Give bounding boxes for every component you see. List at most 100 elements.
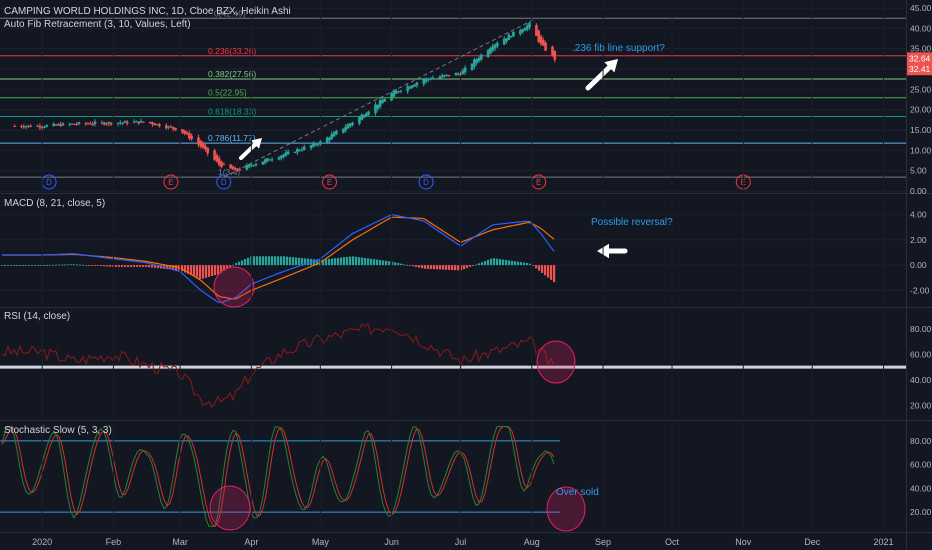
- main-ytick-label: 20.00: [910, 105, 932, 115]
- macd-highlight-circle: [213, 266, 255, 308]
- candle-body: [56, 124, 60, 126]
- macd-hist-bar: [55, 264, 58, 266]
- candle-body: [187, 133, 191, 139]
- rsi-ytick-label: 60.00: [910, 349, 932, 359]
- stoch-oversold-annotation: Over sold: [556, 487, 599, 498]
- macd-ytick-label: -2.00: [910, 285, 930, 295]
- candle-body: [181, 129, 184, 133]
- macd-hist-bar: [229, 265, 232, 267]
- candle-body: [91, 123, 95, 125]
- macd-hist-bar: [298, 257, 301, 266]
- candle-body: [408, 86, 412, 89]
- macd-hist-bar: [535, 265, 538, 269]
- macd-hist-bar: [532, 265, 535, 267]
- macd-hist-bar: [373, 259, 376, 266]
- macd-hist-bar: [427, 265, 430, 269]
- macd-hist-bar: [262, 256, 265, 266]
- macd-hist-bar: [82, 264, 85, 266]
- rsi-line: [1, 322, 555, 409]
- macd-hist-bar: [157, 265, 160, 269]
- candle-body: [206, 147, 209, 154]
- candle-body: [348, 123, 352, 127]
- candle-body: [523, 28, 527, 31]
- macd-hist-bar: [328, 258, 331, 266]
- fib-level-label: 0.5(22.95): [208, 88, 247, 98]
- macd-hist-bar: [7, 265, 10, 266]
- candles-group: [13, 22, 557, 173]
- macd-hist-bar: [184, 265, 187, 273]
- candle-body: [220, 161, 223, 167]
- candle-body: [397, 91, 400, 93]
- fib-support-annotation: .236 fib line support?: [572, 43, 665, 54]
- macd-hist-bar: [481, 262, 484, 266]
- candle-body: [535, 25, 538, 36]
- macd-hist-bar: [46, 264, 49, 266]
- candle-body: [217, 158, 221, 165]
- candle-body: [45, 125, 49, 127]
- macd-hist-bar: [517, 261, 520, 266]
- x-tick-label: Feb: [106, 537, 122, 547]
- macd-hist-bar: [346, 256, 349, 266]
- macd-hist-bar: [445, 265, 448, 270]
- rsi-title[interactable]: RSI (14, close): [4, 311, 71, 322]
- macd-hist-bar: [67, 264, 70, 266]
- macd-hist-bar: [133, 265, 136, 267]
- candle-body: [229, 164, 232, 169]
- macd-hist-bar: [304, 258, 307, 266]
- candle-body: [316, 144, 320, 146]
- macd-hist-bar: [505, 259, 508, 266]
- macd-hist-bar: [139, 265, 142, 267]
- candle-body: [109, 122, 113, 125]
- candle-body: [238, 169, 242, 171]
- candle-body: [158, 124, 161, 127]
- macd-hist-bar: [244, 259, 247, 266]
- candle-body: [183, 130, 187, 134]
- macd-hist-bar: [409, 265, 412, 266]
- stoch-d-line: [1, 426, 555, 528]
- macd-line: [2, 214, 555, 304]
- candle-body: [121, 122, 124, 124]
- macd-hist-bar: [337, 257, 340, 266]
- macd-hist-bar: [544, 265, 547, 276]
- candle-body: [20, 125, 23, 127]
- macd-hist-bar: [493, 258, 496, 266]
- candle-body: [73, 123, 76, 125]
- macd-hist-bar: [454, 265, 457, 271]
- stoch-title[interactable]: Stochastic Slow (5, 3, 3): [4, 425, 112, 436]
- candle-body: [119, 122, 122, 124]
- main-ytick-label: 0.00: [910, 186, 927, 196]
- candle-body: [374, 104, 377, 114]
- candle-body: [429, 78, 432, 80]
- x-tick-label: Jun: [384, 537, 399, 547]
- macd-hist-bar: [421, 265, 424, 269]
- candle-body: [477, 57, 481, 62]
- macd-hist-bar: [283, 256, 286, 266]
- candle-body: [151, 122, 154, 125]
- rsi-ytick-label: 20.00: [910, 400, 932, 410]
- candle-body: [519, 30, 522, 35]
- x-tick-label: May: [312, 537, 330, 547]
- macd-hist-bar: [313, 259, 316, 266]
- candle-body: [325, 137, 329, 143]
- candle-body: [279, 155, 283, 159]
- candle-body: [394, 90, 398, 94]
- candle-body: [169, 126, 173, 128]
- fib-indicator-title[interactable]: Auto Fib Retracement (3, 10, Values, Lef…: [4, 19, 191, 30]
- candle-body: [528, 22, 531, 28]
- candle-body: [438, 76, 442, 79]
- candle-body: [521, 29, 524, 33]
- rsi-ytick-label: 40.00: [910, 375, 932, 385]
- event-marker-label: D: [46, 178, 52, 187]
- macd-hist-bar: [40, 265, 43, 266]
- candle-body: [197, 137, 200, 145]
- macd-title[interactable]: MACD (8, 21, close, 5): [4, 198, 106, 209]
- candle-body: [123, 121, 127, 123]
- candle-body: [376, 104, 380, 109]
- candle-body: [475, 59, 478, 64]
- macd-hist-bar: [187, 265, 190, 274]
- stoch-k-line: [1, 426, 555, 527]
- fib-trend-line: [223, 17, 537, 178]
- main-title: CAMPING WORLD HOLDINGS INC, 1D, Cboe BZX…: [4, 6, 291, 17]
- macd-hist-bar: [301, 258, 304, 266]
